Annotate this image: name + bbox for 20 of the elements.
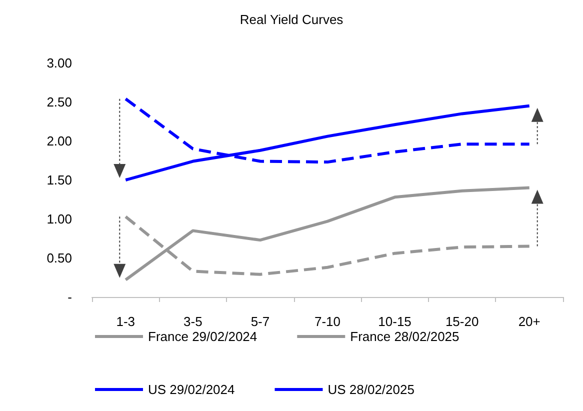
line-series: [124, 186, 531, 282]
y-tick-label: 0.50: [46, 250, 72, 266]
y-tick-label: 1.00: [46, 212, 72, 226]
x-tick-label: 20+: [518, 314, 540, 329]
legend-label: France 29/02/2024: [148, 329, 258, 344]
y-tick-label: 3.00: [46, 56, 72, 70]
x-tick-label: 1-3: [116, 314, 136, 329]
x-tick-label: 10-15: [378, 314, 412, 329]
x-tick-label: 15-20: [445, 314, 479, 329]
x-tick-label: 3-5: [184, 314, 202, 329]
y-tick-label: 2.50: [46, 94, 72, 110]
legend-label: US 28/02/2025: [328, 382, 414, 397]
y-tick-label: 1.50: [46, 172, 72, 188]
chart-title: Real Yield Curves: [240, 12, 344, 27]
x-tick-label: 5-7: [250, 314, 270, 329]
legend-label: US 29/02/2024: [148, 382, 235, 397]
y-tick-label: 2.00: [46, 134, 72, 148]
legend-label: France 28/02/2025: [350, 329, 460, 344]
x-tick-label: 7-10: [314, 314, 341, 329]
y-tick-label: -: [68, 290, 72, 304]
